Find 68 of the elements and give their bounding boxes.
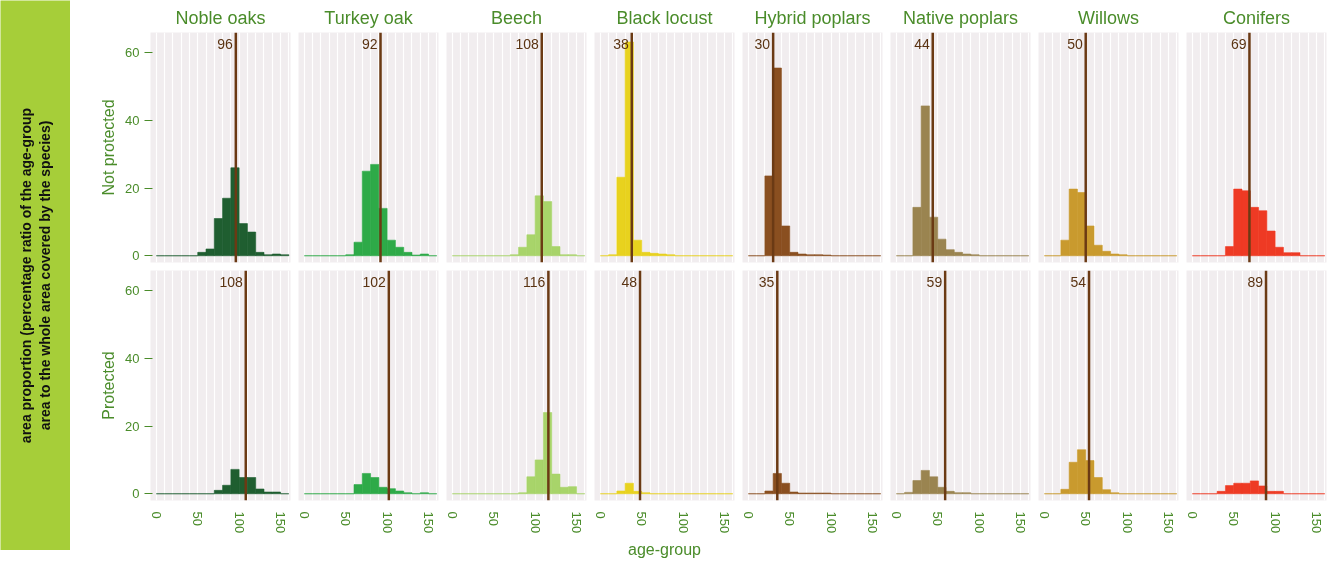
chart-title: Noble oaks — [175, 7, 266, 28]
x-tick-label: 50 — [782, 511, 798, 526]
x-tick-label: 50 — [1226, 511, 1242, 526]
ref-line-label: 48 — [621, 273, 638, 290]
x-tick-label: 0 — [148, 511, 164, 519]
x-tick-label: 100 — [1267, 511, 1283, 534]
y-tick-label: 40 — [125, 112, 140, 128]
x-tick-label: 100 — [379, 511, 395, 534]
x-tick-label: 150 — [1013, 511, 1029, 534]
ref-line-label: 59 — [926, 273, 943, 290]
x-tick-label: 50 — [634, 511, 650, 526]
x-tick-label: 50 — [486, 511, 502, 526]
ref-line-label: 44 — [914, 35, 930, 52]
chart-title: Turkey oak — [324, 7, 414, 28]
x-tick-label: 50 — [1078, 511, 1094, 526]
ref-line-label: 102 — [362, 273, 387, 290]
x-tick-label: 150 — [865, 511, 881, 534]
chart-title: Conifers — [1222, 7, 1291, 28]
x-tick-label: 0 — [1036, 511, 1052, 519]
x-tick-label: 150 — [421, 511, 437, 534]
x-tick-label: 150 — [1309, 511, 1325, 534]
x-tick-label: 150 — [1161, 511, 1177, 534]
y-tick-label: 20 — [125, 418, 140, 434]
ref-line-label: 35 — [758, 273, 775, 290]
ref-line-label: 108 — [219, 273, 243, 290]
y-tick-label: 40 — [125, 350, 140, 366]
x-tick-label: 100 — [675, 511, 691, 534]
chart-title: Beech — [490, 7, 543, 28]
ref-line-label: 69 — [1230, 35, 1247, 52]
x-tick-label: 50 — [930, 511, 946, 526]
ref-line-label: 38 — [613, 35, 629, 52]
x-tick-label: 0 — [592, 511, 608, 519]
y-tick-label: 0 — [132, 486, 140, 502]
ref-line-label: 116 — [523, 273, 546, 290]
x-tick-label: 100 — [527, 511, 543, 534]
y-tick-label: 60 — [125, 283, 140, 299]
x-tick-label: 150 — [717, 511, 733, 534]
text: area proportion (percentage ratio of the age-group area to the whole area covered by the species) — [17, 107, 54, 444]
x-tick-label: 0 — [1184, 511, 1200, 519]
x-tick-label: 100 — [823, 511, 839, 534]
x-tick-label: 150 — [273, 511, 289, 534]
y-tick-label: 60 — [125, 45, 140, 61]
ref-line-label: 30 — [754, 35, 771, 52]
chart-title: Hybrid poplars — [754, 7, 871, 28]
chart-title: Native poplars — [902, 7, 1019, 28]
x-tick-label: 100 — [231, 511, 247, 534]
ref-line-label: 54 — [1070, 273, 1087, 290]
chart-title: Black locust — [616, 7, 713, 28]
y-axis-title: Protected — [100, 351, 118, 420]
y-tick-label: 20 — [125, 180, 140, 196]
x-axis-title: age-group — [628, 541, 702, 559]
x-tick-label: 0 — [740, 511, 756, 519]
ref-line-label: 96 — [217, 35, 234, 52]
ref-line-label: 89 — [1247, 273, 1264, 290]
x-tick-label: 100 — [971, 511, 987, 534]
ref-line-label: 108 — [515, 35, 539, 52]
x-tick-label: 50 — [190, 511, 206, 526]
x-tick-label: 100 — [1119, 511, 1135, 534]
y-tick-label: 0 — [132, 248, 140, 264]
ref-line-label: 92 — [361, 35, 378, 52]
x-tick-label: 50 — [338, 511, 354, 526]
y-axis-title: Not protected — [100, 99, 118, 196]
x-tick-label: 150 — [569, 511, 585, 534]
ref-line-label: 50 — [1067, 35, 1083, 52]
x-tick-label: 0 — [888, 511, 904, 519]
x-tick-label: 0 — [296, 511, 312, 519]
x-tick-label: 0 — [444, 511, 460, 519]
chart-title: Willows — [1078, 7, 1139, 28]
